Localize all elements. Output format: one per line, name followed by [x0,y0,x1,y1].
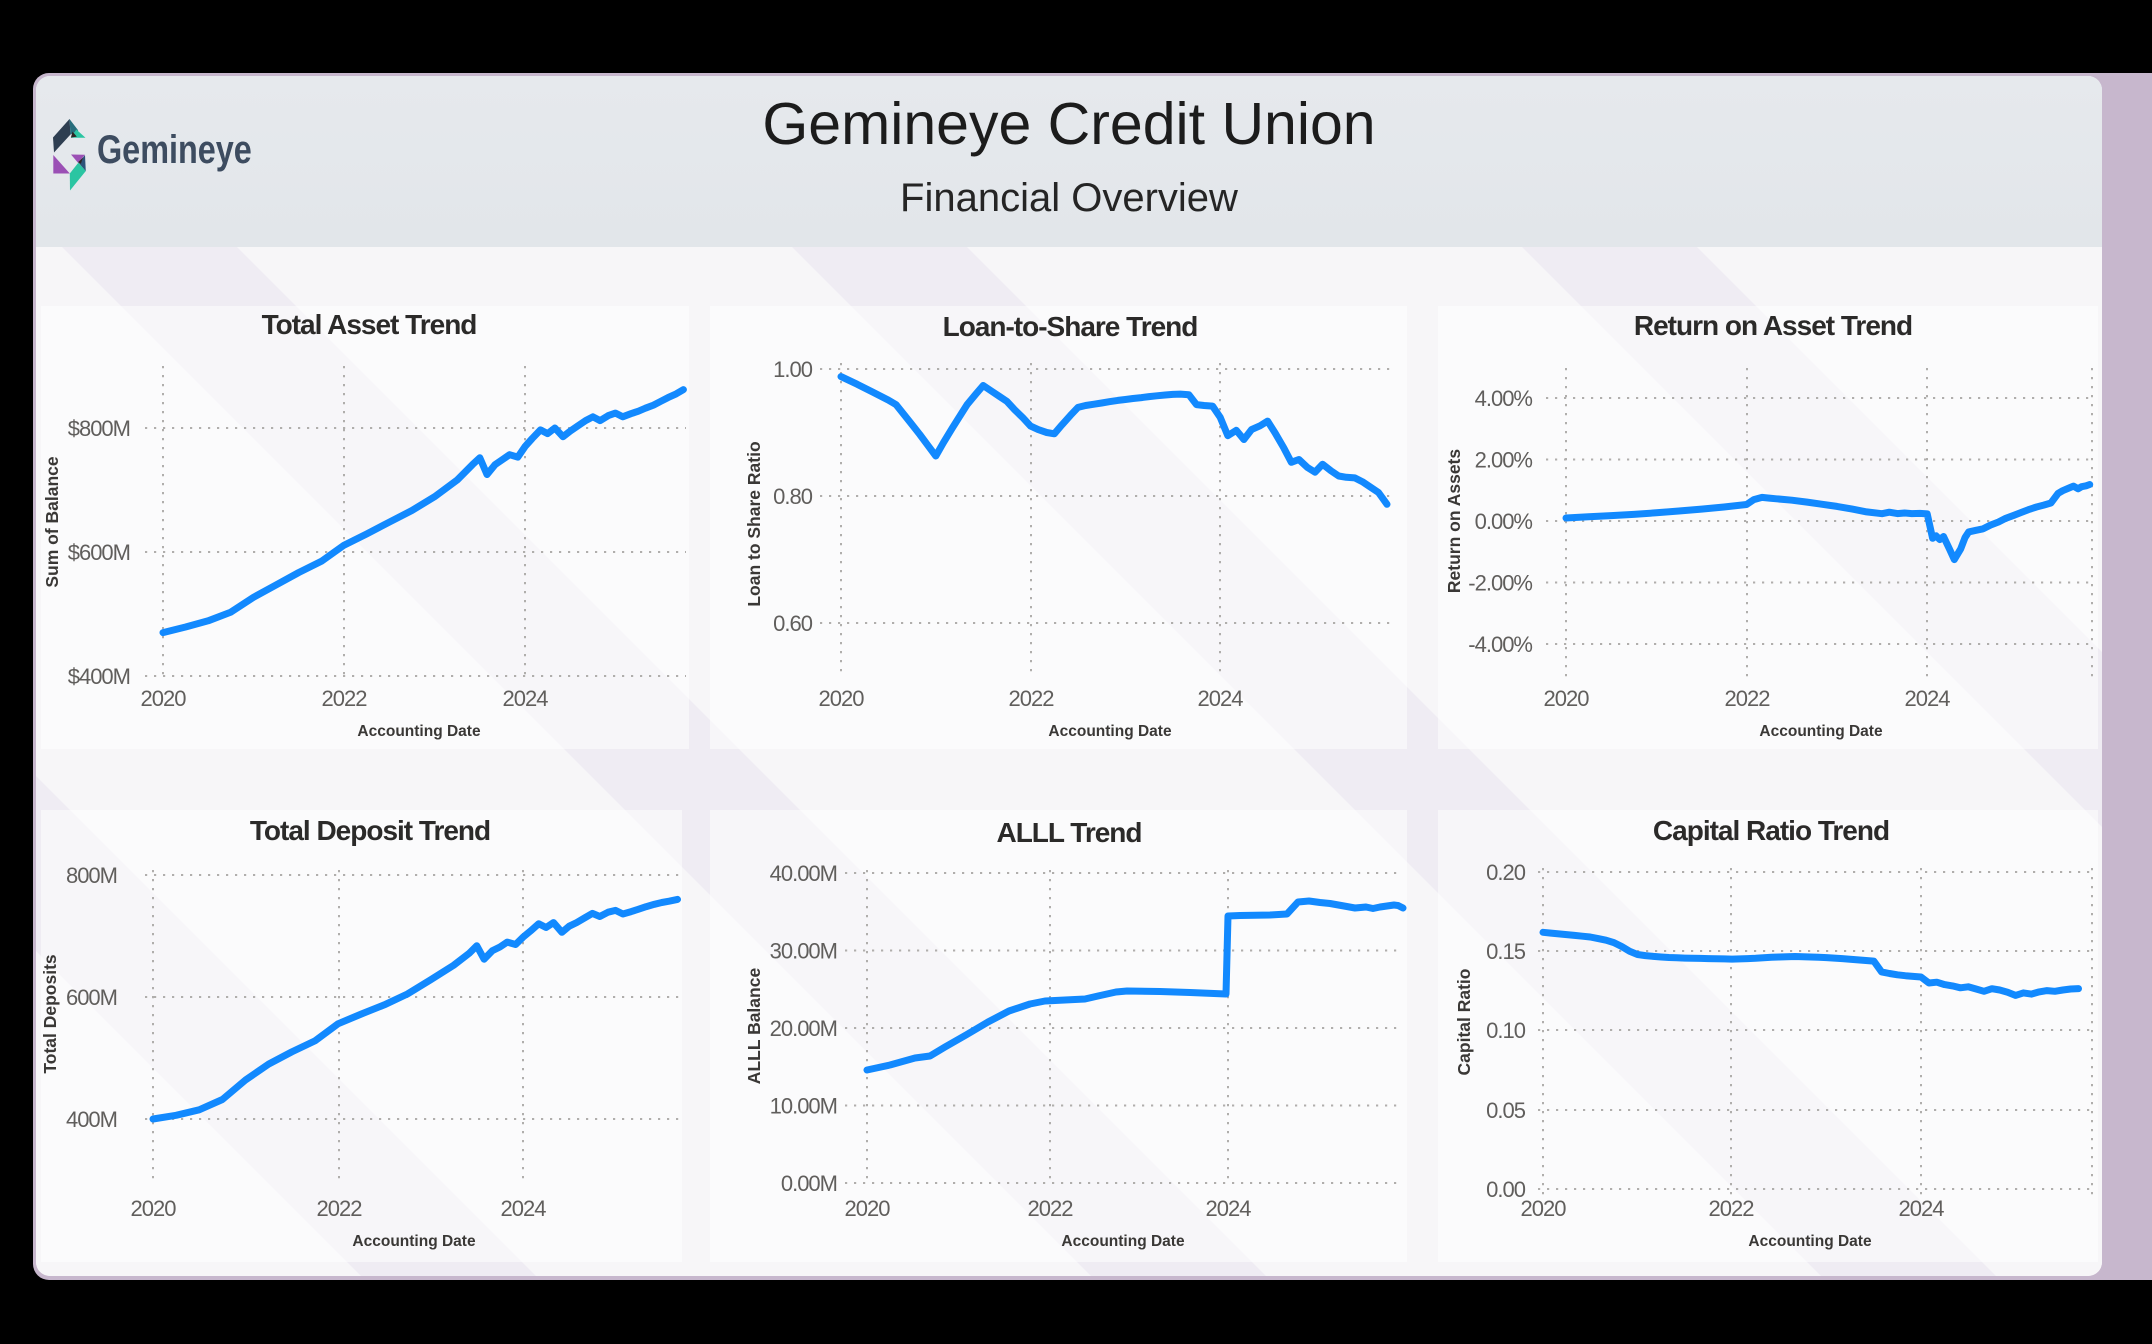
svg-text:20.00M: 20.00M [770,1016,837,1041]
svg-text:600M: 600M [66,985,117,1010]
svg-text:Loan to Share Ratio: Loan to Share Ratio [744,441,764,606]
svg-text:Total Asset Trend: Total Asset Trend [262,309,477,340]
svg-text:2024: 2024 [1899,1196,1945,1221]
svg-text:ALLL Balance: ALLL Balance [744,968,764,1085]
svg-text:2020: 2020 [1544,686,1590,711]
svg-text:Capital Ratio: Capital Ratio [1454,969,1474,1076]
svg-text:2022: 2022 [317,1196,363,1221]
svg-text:0.00M: 0.00M [781,1171,837,1196]
svg-text:Return on Asset Trend: Return on Asset Trend [1634,310,1912,341]
svg-text:0.10: 0.10 [1486,1018,1526,1043]
svg-text:2024: 2024 [503,686,549,711]
svg-text:400M: 400M [66,1107,117,1132]
svg-text:Accounting Date: Accounting Date [352,1233,476,1250]
svg-text:2024: 2024 [501,1196,547,1221]
svg-text:2022: 2022 [1009,686,1055,711]
svg-text:2020: 2020 [131,1196,177,1221]
svg-text:-4.00%: -4.00% [1468,632,1532,657]
svg-text:0.00%: 0.00% [1475,509,1533,534]
svg-text:0.00: 0.00 [1486,1177,1526,1202]
svg-text:40.00M: 40.00M [770,861,837,886]
svg-text:800M: 800M [66,863,117,888]
svg-text:4.00%: 4.00% [1475,386,1533,411]
svg-text:Accounting Date: Accounting Date [1061,1233,1185,1250]
svg-text:$600M: $600M [68,540,130,565]
svg-text:10.00M: 10.00M [770,1094,837,1119]
svg-text:0.80: 0.80 [773,484,813,509]
svg-text:2024: 2024 [1905,686,1951,711]
svg-text:Accounting Date: Accounting Date [357,723,481,740]
svg-text:2024: 2024 [1198,686,1244,711]
svg-text:Total Deposit Trend: Total Deposit Trend [250,815,490,846]
svg-text:2020: 2020 [141,686,187,711]
svg-text:2022: 2022 [1028,1196,1074,1221]
svg-text:1.00: 1.00 [773,357,813,382]
svg-text:Loan-to-Share Trend: Loan-to-Share Trend [943,311,1198,342]
svg-text:0.05: 0.05 [1486,1098,1526,1123]
svg-text:30.00M: 30.00M [770,939,837,964]
svg-text:Return on Assets: Return on Assets [1444,449,1464,594]
svg-text:Sum of Balance: Sum of Balance [42,456,62,588]
svg-text:Accounting Date: Accounting Date [1048,723,1172,740]
svg-text:Accounting Date: Accounting Date [1759,723,1883,740]
svg-text:0.20: 0.20 [1486,860,1526,885]
svg-text:2024: 2024 [1206,1196,1252,1221]
svg-text:2020: 2020 [845,1196,891,1221]
svg-text:ALLL Trend: ALLL Trend [996,817,1141,848]
svg-text:2022: 2022 [322,686,368,711]
svg-text:-2.00%: -2.00% [1468,571,1532,596]
svg-text:$400M: $400M [68,664,130,689]
svg-text:0.60: 0.60 [773,611,813,636]
svg-text:Total Deposits: Total Deposits [40,954,60,1074]
svg-text:2020: 2020 [819,686,865,711]
svg-text:0.15: 0.15 [1486,939,1526,964]
svg-text:Gemineye: Gemineye [97,127,252,172]
svg-text:Capital Ratio Trend: Capital Ratio Trend [1653,815,1889,846]
svg-text:2022: 2022 [1725,686,1771,711]
svg-text:$800M: $800M [68,416,130,441]
svg-text:2020: 2020 [1521,1196,1567,1221]
svg-text:2022: 2022 [1709,1196,1755,1221]
svg-text:Accounting Date: Accounting Date [1748,1233,1872,1250]
svg-text:2.00%: 2.00% [1475,448,1533,473]
